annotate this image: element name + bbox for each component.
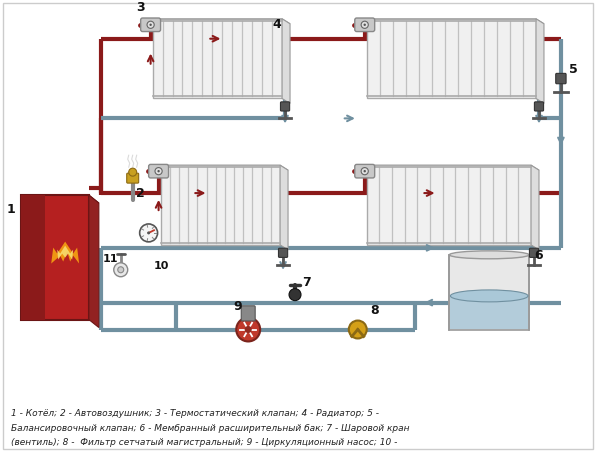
FancyBboxPatch shape <box>160 166 280 245</box>
Text: Балансировочный клапан; 6 - Мембранный расширительный бак; 7 - Шаровой кран: Балансировочный клапан; 6 - Мембранный р… <box>11 423 409 432</box>
Text: 9: 9 <box>233 299 241 313</box>
Circle shape <box>157 170 160 173</box>
Circle shape <box>289 289 301 301</box>
FancyBboxPatch shape <box>535 103 544 112</box>
Ellipse shape <box>449 251 529 259</box>
FancyBboxPatch shape <box>241 306 255 321</box>
Polygon shape <box>367 20 544 25</box>
Text: 6: 6 <box>535 249 544 262</box>
Polygon shape <box>280 166 288 250</box>
Circle shape <box>244 326 252 333</box>
FancyBboxPatch shape <box>278 249 288 258</box>
Circle shape <box>147 22 154 29</box>
Circle shape <box>364 170 366 173</box>
FancyBboxPatch shape <box>21 196 45 320</box>
Circle shape <box>118 267 124 273</box>
Polygon shape <box>282 20 290 104</box>
Circle shape <box>155 168 162 175</box>
Text: 2: 2 <box>136 186 145 199</box>
Circle shape <box>147 232 150 235</box>
Text: 10: 10 <box>154 260 169 270</box>
FancyBboxPatch shape <box>555 74 566 84</box>
Polygon shape <box>531 166 539 250</box>
Text: 7: 7 <box>303 276 311 289</box>
FancyBboxPatch shape <box>367 166 531 245</box>
Polygon shape <box>51 242 79 264</box>
FancyBboxPatch shape <box>281 103 290 112</box>
FancyBboxPatch shape <box>367 20 536 99</box>
Circle shape <box>349 321 367 339</box>
Polygon shape <box>367 166 539 171</box>
Circle shape <box>361 22 368 29</box>
Text: 11: 11 <box>103 253 119 263</box>
Circle shape <box>364 24 366 27</box>
FancyBboxPatch shape <box>355 165 375 179</box>
Circle shape <box>361 168 368 175</box>
Polygon shape <box>536 20 544 104</box>
Circle shape <box>114 263 128 277</box>
Polygon shape <box>160 166 288 171</box>
Text: 4: 4 <box>273 18 281 31</box>
FancyBboxPatch shape <box>153 20 282 99</box>
Ellipse shape <box>451 290 528 302</box>
Text: 3: 3 <box>136 1 145 14</box>
Text: 1 - Котёл; 2 - Автовоздушник; 3 - Термостатический клапан; 4 - Радиатор; 5 -: 1 - Котёл; 2 - Автовоздушник; 3 - Термос… <box>11 408 378 417</box>
Text: 1: 1 <box>7 202 15 215</box>
FancyBboxPatch shape <box>148 165 169 179</box>
Polygon shape <box>57 246 73 260</box>
Circle shape <box>129 169 136 177</box>
FancyBboxPatch shape <box>355 19 375 32</box>
Text: (вентиль); 8 -  Фильтр сетчатый магистральный; 9 - Циркуляционный насос; 10 -: (вентиль); 8 - Фильтр сетчатый магистрал… <box>11 437 397 446</box>
FancyBboxPatch shape <box>451 295 528 329</box>
Text: 8: 8 <box>370 304 379 317</box>
Circle shape <box>139 225 157 242</box>
FancyBboxPatch shape <box>21 196 89 320</box>
FancyBboxPatch shape <box>127 174 139 184</box>
FancyBboxPatch shape <box>449 255 529 330</box>
Text: 5: 5 <box>569 63 578 76</box>
Circle shape <box>150 24 152 27</box>
Circle shape <box>236 318 260 342</box>
Polygon shape <box>21 196 99 203</box>
Polygon shape <box>89 196 99 328</box>
Polygon shape <box>153 20 290 25</box>
FancyBboxPatch shape <box>529 249 539 258</box>
FancyBboxPatch shape <box>141 19 160 32</box>
